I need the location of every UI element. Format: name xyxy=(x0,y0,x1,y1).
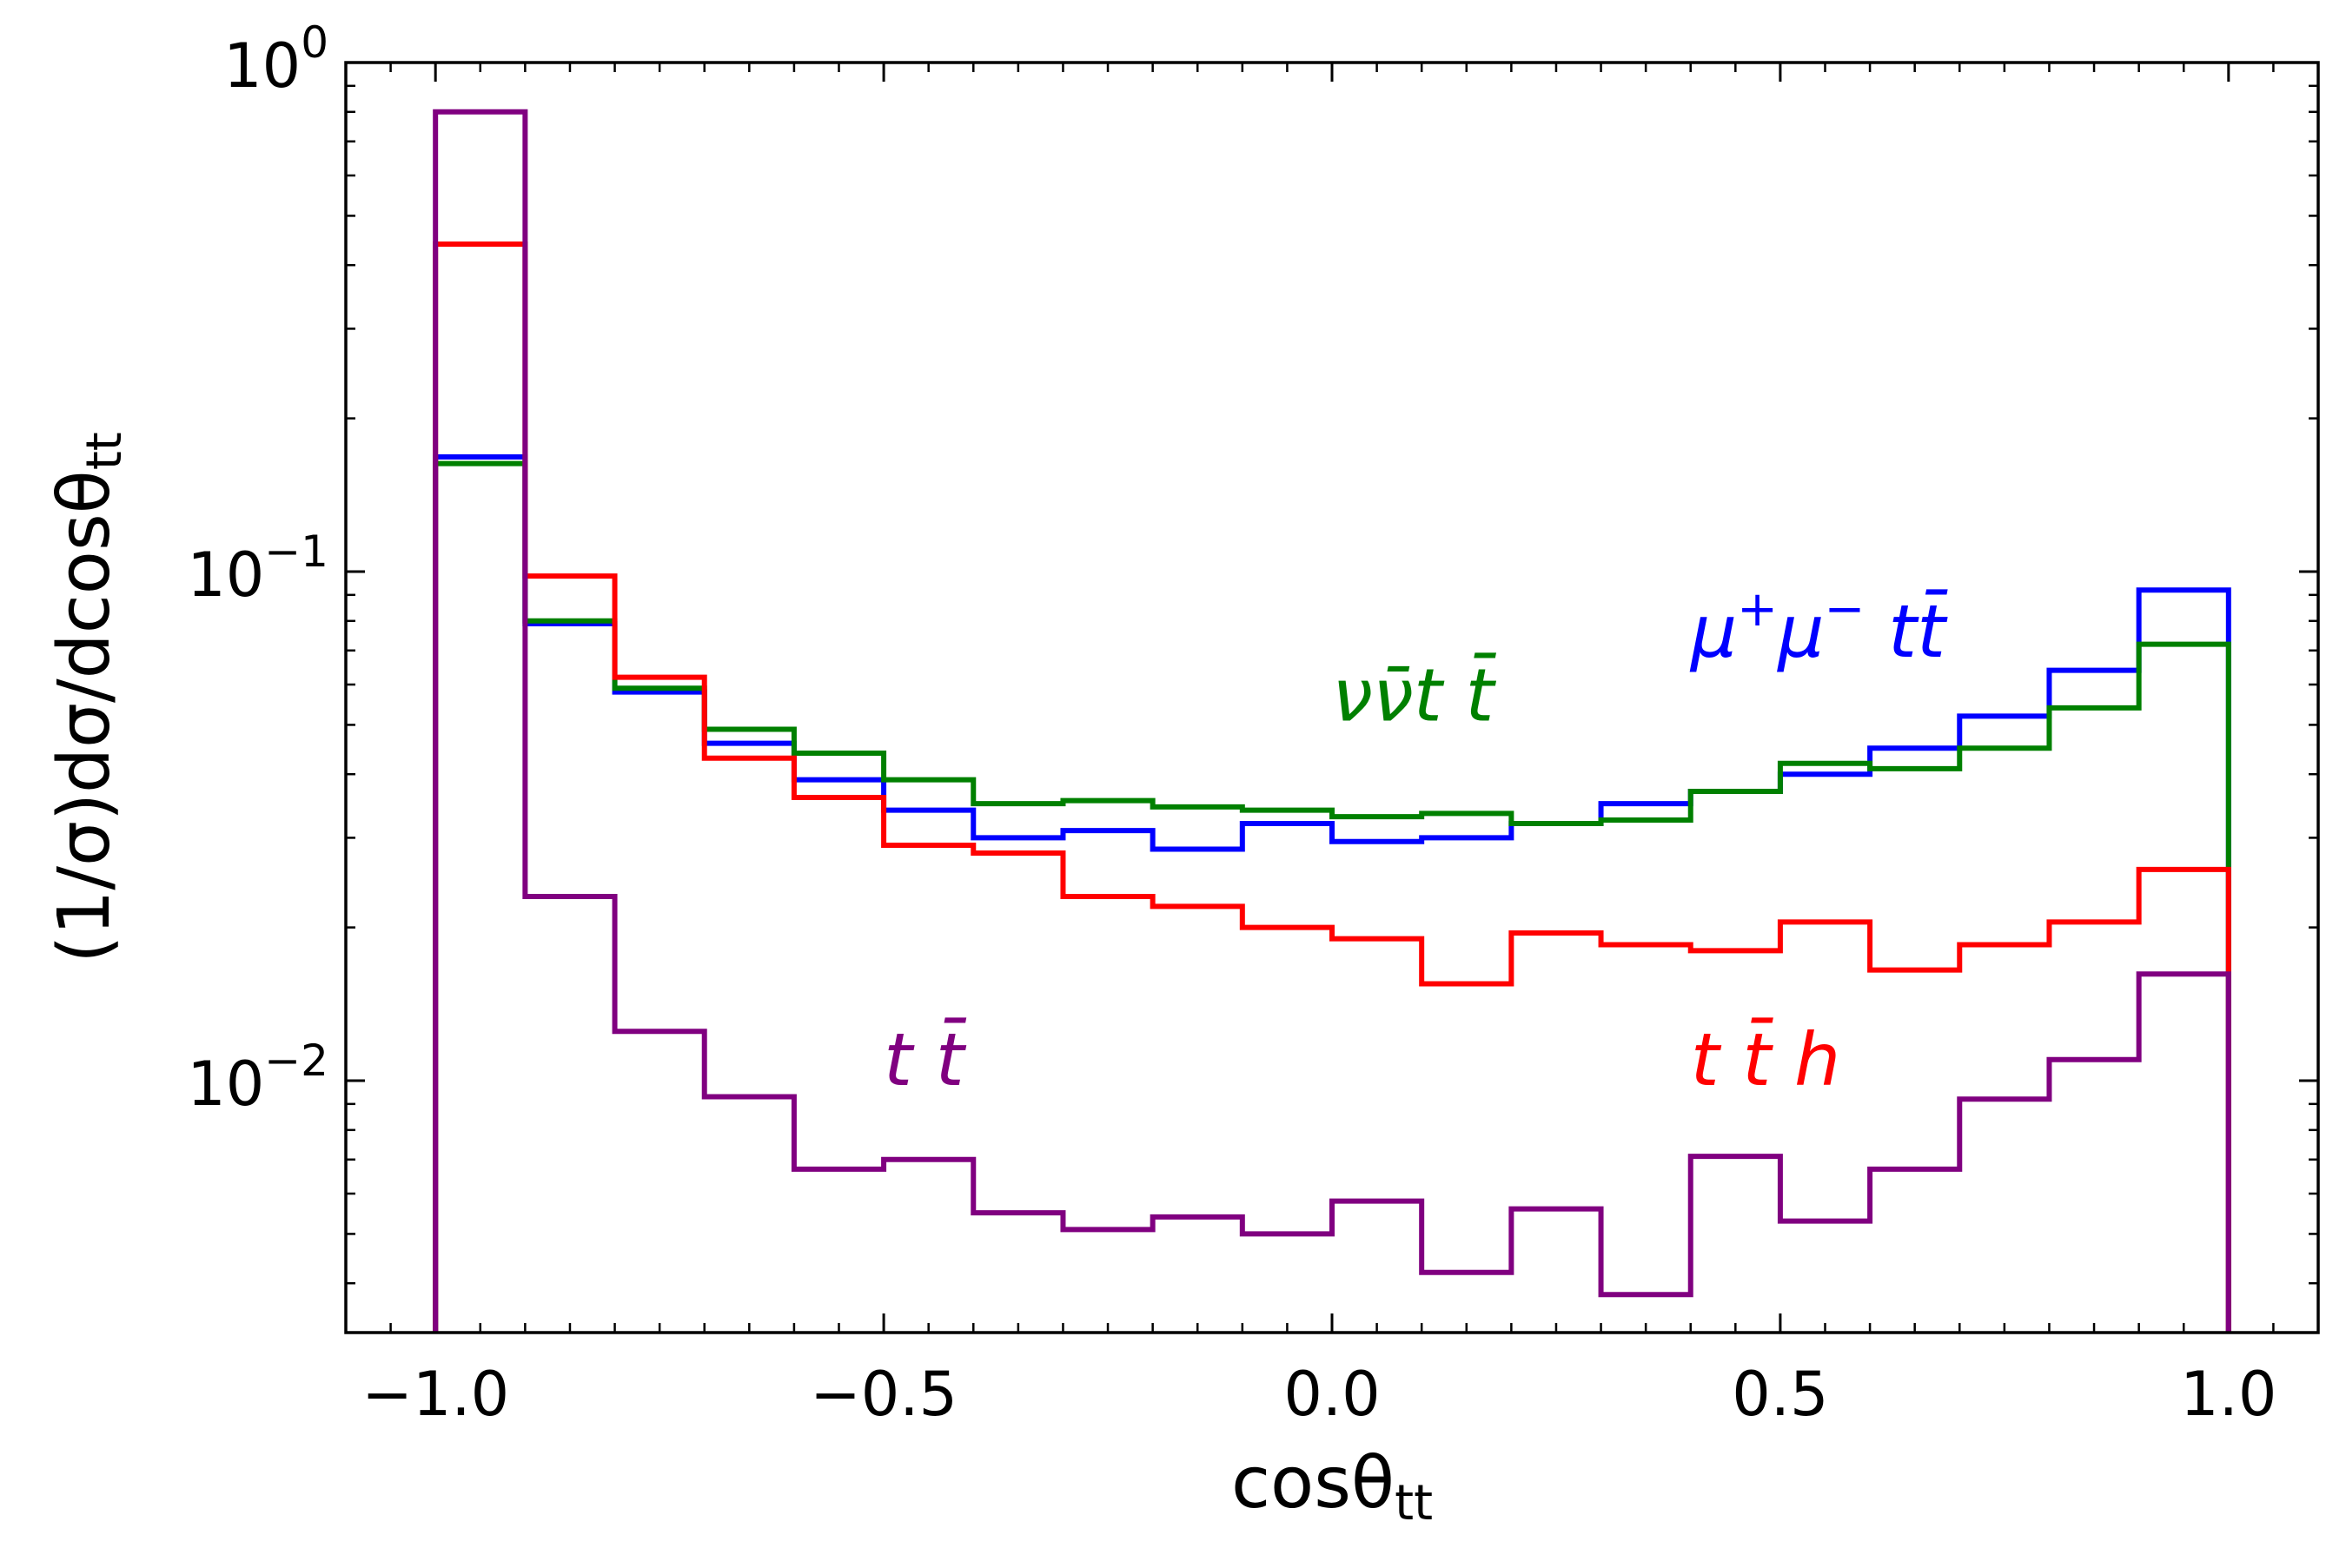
ticks-layer xyxy=(344,61,2320,1333)
x-tick-label: 0.0 xyxy=(1283,1359,1380,1430)
x-tick-label: −0.5 xyxy=(810,1359,958,1430)
series-label-tt: t t̄ xyxy=(884,1017,967,1102)
series-layer xyxy=(433,109,2231,1333)
y-tick-label: 10−1 xyxy=(187,526,328,611)
y-tick-label: 10−2 xyxy=(187,1035,328,1120)
series-label-nunu_tt: νν̄t t̄ xyxy=(1332,652,1497,738)
x-tick-label: 1.0 xyxy=(2180,1359,2276,1430)
x-tick-label: −1.0 xyxy=(361,1359,509,1430)
series-tt-step-line xyxy=(433,109,2231,1333)
plot-frame xyxy=(344,61,2320,1334)
y-tick-label: 100 xyxy=(223,17,328,102)
y-axis-label: (1/σ)dσ/dcosθtt xyxy=(43,432,133,963)
series-label-mumu_tt: μ+μ− tt̄ xyxy=(1689,581,1949,674)
labels-layer: −1.0 −0.5 0.0 0.5 1.0 100 10−1 10−2 μ+μ− tt̄ νν̄t… xyxy=(187,17,2276,1430)
x-tick-label: 0.5 xyxy=(1732,1359,1828,1430)
series-label-tth: t t̄ h xyxy=(1691,1017,1841,1102)
series-tth-step-line xyxy=(433,241,2231,1333)
x-axis-label: cosθtt xyxy=(1231,1442,1433,1532)
